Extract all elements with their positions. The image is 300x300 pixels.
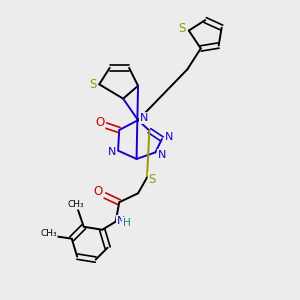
- Text: CH₃: CH₃: [67, 200, 84, 209]
- Text: CH₃: CH₃: [40, 229, 57, 238]
- Text: N: N: [117, 216, 125, 226]
- Text: N: N: [158, 150, 166, 160]
- Text: O: O: [95, 116, 104, 129]
- Text: O: O: [93, 185, 103, 198]
- Text: N: N: [108, 147, 116, 157]
- Text: S: S: [89, 78, 96, 91]
- Text: S: S: [149, 173, 156, 186]
- Text: N: N: [165, 132, 173, 142]
- Text: N: N: [140, 113, 148, 123]
- Text: H: H: [122, 218, 130, 228]
- Text: S: S: [178, 22, 186, 35]
